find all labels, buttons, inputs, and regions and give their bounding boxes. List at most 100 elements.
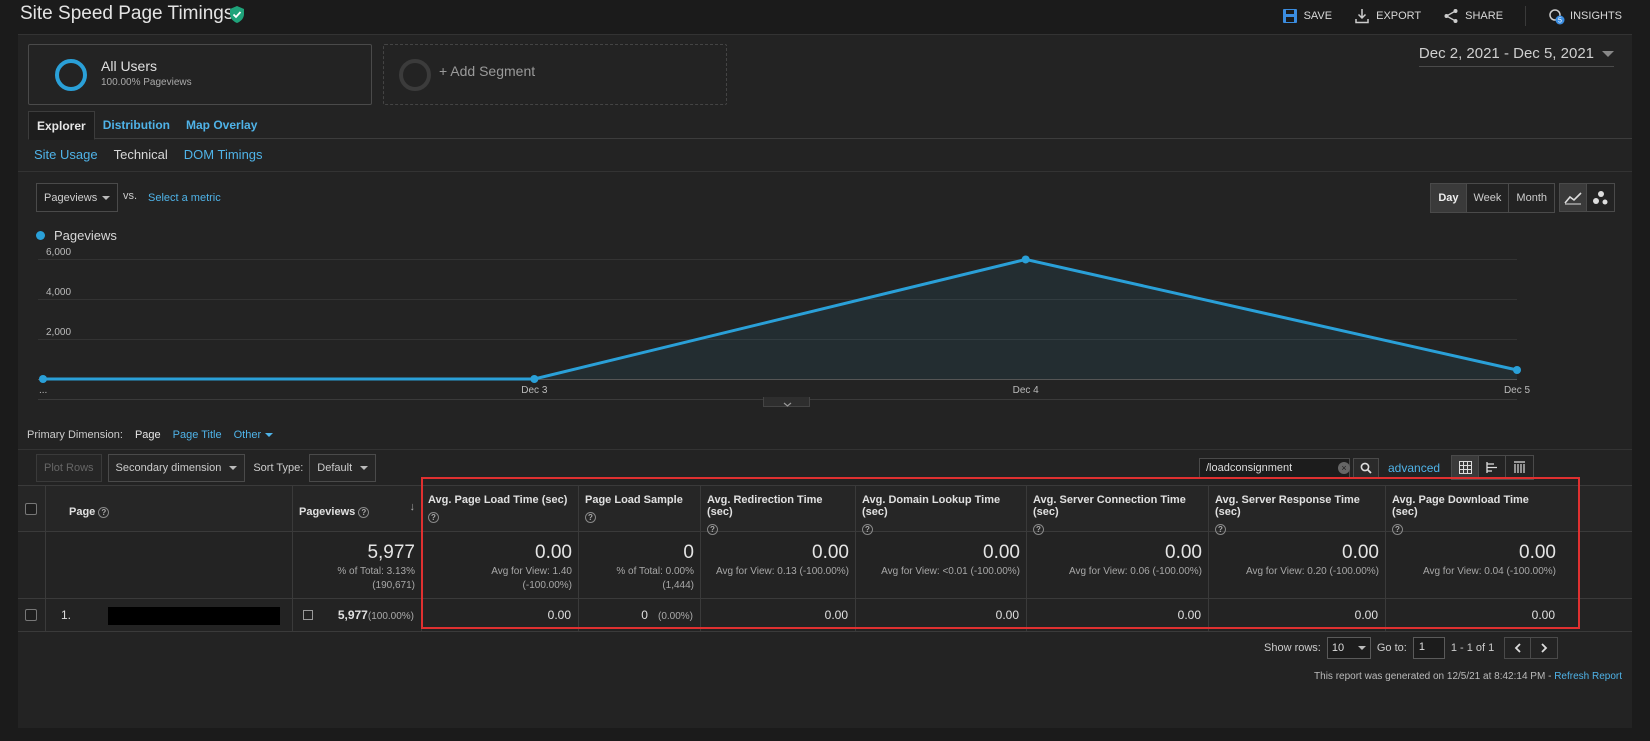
help-icon[interactable]: ? [98,507,110,518]
show-rows-select[interactable]: 10 [1326,637,1371,659]
chevron-left-icon [1514,643,1521,653]
segment-name: All Users [101,58,158,74]
total-value: 0.00 [1165,542,1202,563]
select-all-checkbox[interactable] [25,503,37,515]
segment-all-users[interactable]: All Users 100.00% Pageviews [28,44,372,105]
chart-legend: Pageviews [36,228,117,243]
table-filter-input[interactable]: /loadconsignment [1199,458,1350,478]
pivot-view-button[interactable] [1506,456,1533,479]
row-pageviews: 5,977(100.00%) [293,599,422,631]
refresh-report-link[interactable]: Refresh Report [1554,671,1622,682]
column-header-label: Page [69,506,96,518]
clear-search-icon[interactable]: × [1338,462,1350,474]
column-header-avg-page-download-time[interactable]: Avg. Page Download Time (sec)? [1386,486,1562,535]
motion-chart-button[interactable] [1587,184,1614,211]
goto-label: Go to: [1376,642,1407,654]
help-icon[interactable]: ? [1392,524,1403,535]
row-checkbox[interactable] [25,609,37,621]
advanced-filter-link[interactable]: advanced [1388,461,1441,475]
granularity-week-button[interactable]: Week [1467,184,1510,212]
add-segment-label: + Add Segment [439,63,536,79]
total-value: 0.00 [535,542,572,563]
data-table-view-button[interactable] [1452,456,1479,479]
data-point [39,375,47,383]
primary-dimension-other[interactable]: Other [234,429,274,441]
chart-collapse-handle[interactable] [763,397,810,407]
row-avg-server-response-time: 0.00 [1209,599,1386,631]
page-nav [1504,637,1559,659]
sort-type-dropdown[interactable]: Default [309,454,377,482]
x-tick-label: Dec 4 [1013,385,1040,396]
column-header-avg-server-connection-time[interactable]: Avg. Server Connection Time (sec)? [1027,486,1209,535]
total-subtext: (190,671) [372,580,415,591]
insights-button[interactable]: 5 INSIGHTS [1548,6,1622,26]
report-body: All Users 100.00% Pageviews + Add Segmen… [18,34,1632,728]
open-page-icon[interactable] [303,610,313,620]
redacted-page-path [108,607,280,625]
chart-type-toggle [1559,183,1615,212]
x-tick-label: Dec 3 [521,385,548,396]
table-totals-row: 5,977 % of Total: 3.13% (190,671) 0.00 A… [18,532,1632,599]
prev-page-button[interactable] [1505,638,1532,658]
tab-explorer[interactable]: Explorer [28,111,95,140]
goto-page-input[interactable]: 1 [1412,637,1445,659]
divider [18,449,1632,450]
primary-dimension-label: Primary Dimension: [27,429,123,441]
help-icon[interactable]: ? [358,507,370,518]
secondary-dimension-dropdown[interactable]: Secondary dimension [107,454,246,482]
subtab-technical[interactable]: Technical [113,147,168,162]
tab-distribution[interactable]: Distribution [102,118,171,132]
select-metric-link[interactable]: Select a metric [148,192,221,204]
pageviews-chart: 6,000 4,000 2,000... Dec 3 Dec 4 Dec 5 [38,247,1531,400]
tab-map-overlay[interactable]: Map Overlay [186,118,258,132]
total-avg-page-load-time: 0.00 Avg for View: 1.40 (-100.00%) [422,532,579,598]
granularity-day-button[interactable]: Day [1431,184,1467,212]
help-icon[interactable]: ? [1033,524,1044,535]
granularity-month-button[interactable]: Month [1516,192,1547,204]
add-segment-button[interactable]: + Add Segment [383,44,727,105]
help-icon[interactable]: ? [585,512,596,523]
column-header-avg-page-load-time[interactable]: Avg. Page Load Time (sec)? [422,486,579,531]
x-tick-label: Dec 5 [1504,385,1531,396]
caret-down-icon [360,466,369,470]
save-button[interactable]: SAVE [1282,6,1332,26]
vs-label: vs. [123,190,138,202]
y-tick-label: 2,000 [46,327,71,338]
column-header-label: Avg. Page Download Time (sec) [1392,494,1529,518]
column-header-pageviews[interactable]: Pageviews ? ↓ [293,486,422,531]
date-range-picker[interactable]: Dec 2, 2021 - Dec 5, 2021 [1418,45,1614,67]
comparison-view-button[interactable] [1479,456,1506,479]
primary-dimension-page[interactable]: Page [134,429,161,441]
total-value: 0.00 [1342,542,1379,563]
column-header-avg-server-response-time[interactable]: Avg. Server Response Time (sec)? [1209,486,1386,535]
legend-swatch [36,231,45,240]
export-button[interactable]: EXPORT [1354,6,1421,26]
column-header-label: Page Load Sample [585,494,683,506]
plot-rows-button[interactable]: Plot Rows [36,454,102,482]
totals-spacer [46,532,293,598]
total-subtext: Avg for View: <0.01 (-100.00%) [881,566,1020,577]
share-button[interactable]: SHARE [1443,6,1503,26]
column-header-avg-domain-lookup-time[interactable]: Avg. Domain Lookup Time (sec)? [856,486,1027,535]
subtab-site-usage[interactable]: Site Usage [34,147,98,162]
total-avg-redirection-time: 0.00 Avg for View: 0.13 (-100.00%) [701,532,856,598]
segment-subtitle: 100.00% Pageviews [101,77,192,88]
caret-down-icon [1357,646,1366,650]
subtab-dom-timings[interactable]: DOM Timings [183,147,263,162]
column-header-page-load-sample[interactable]: Page Load Sample? [579,486,701,531]
help-icon[interactable]: ? [428,512,439,523]
column-header-page[interactable]: Page ? [46,486,293,531]
select-all-cell [18,486,46,531]
help-icon[interactable]: ? [862,524,873,535]
primary-dimension-page-title[interactable]: Page Title [172,429,222,441]
search-button[interactable] [1353,458,1379,478]
help-icon[interactable]: ? [707,524,718,535]
line-chart-button[interactable] [1560,184,1587,211]
page-title: Site Speed Page Timings [20,3,234,24]
grid-icon [1458,461,1472,474]
next-page-button[interactable] [1531,638,1557,658]
help-icon[interactable]: ? [1215,524,1226,535]
metric-dropdown[interactable]: Pageviews [36,183,118,212]
column-header-avg-redirection-time[interactable]: Avg. Redirection Time (sec)? [701,486,856,535]
